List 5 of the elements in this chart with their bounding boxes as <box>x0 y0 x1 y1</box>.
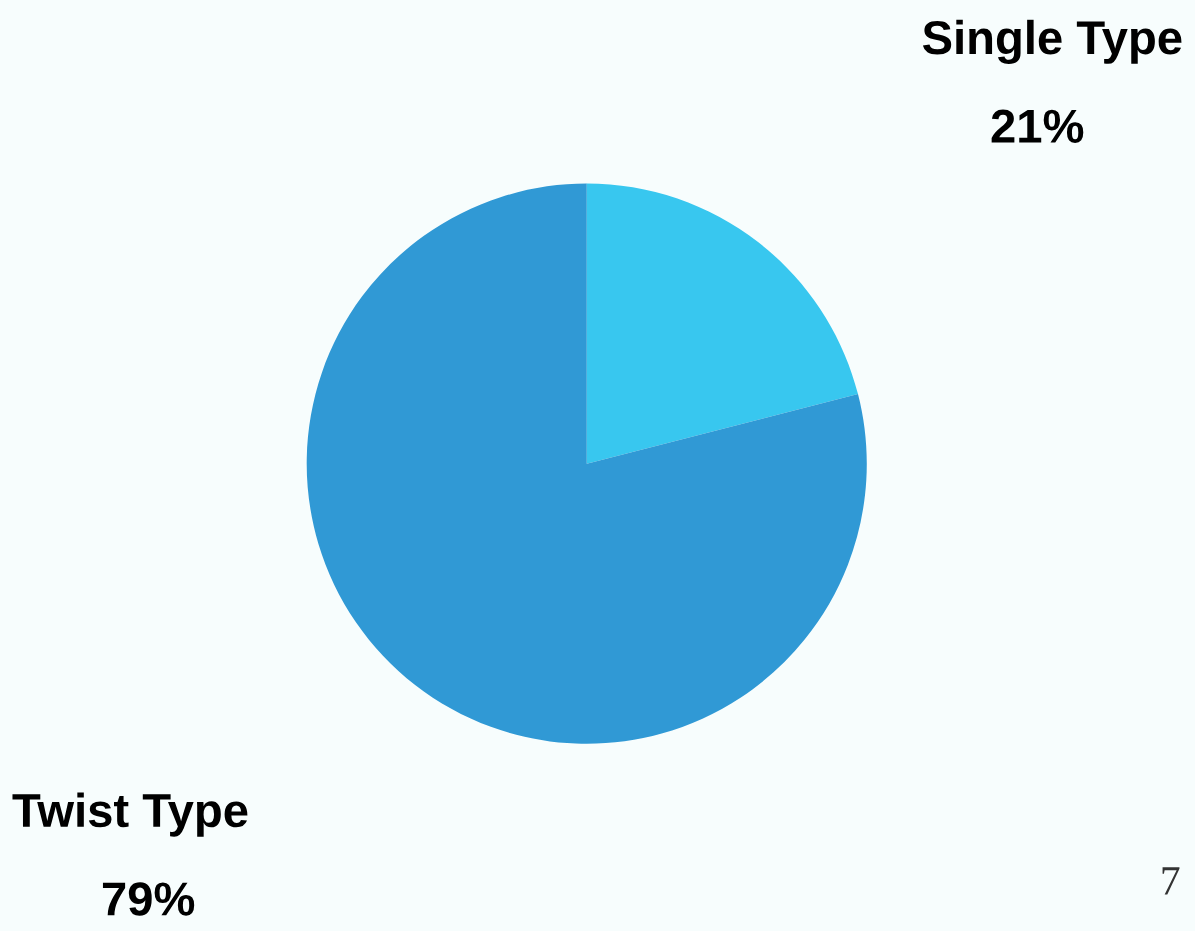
data-label: 21% <box>991 109 1084 143</box>
data-label: 79% <box>102 882 195 916</box>
slice-label: Single Type <box>922 19 1182 65</box>
text: 7 <box>1162 867 1180 895</box>
slice-label: Twist Type <box>12 792 248 837</box>
